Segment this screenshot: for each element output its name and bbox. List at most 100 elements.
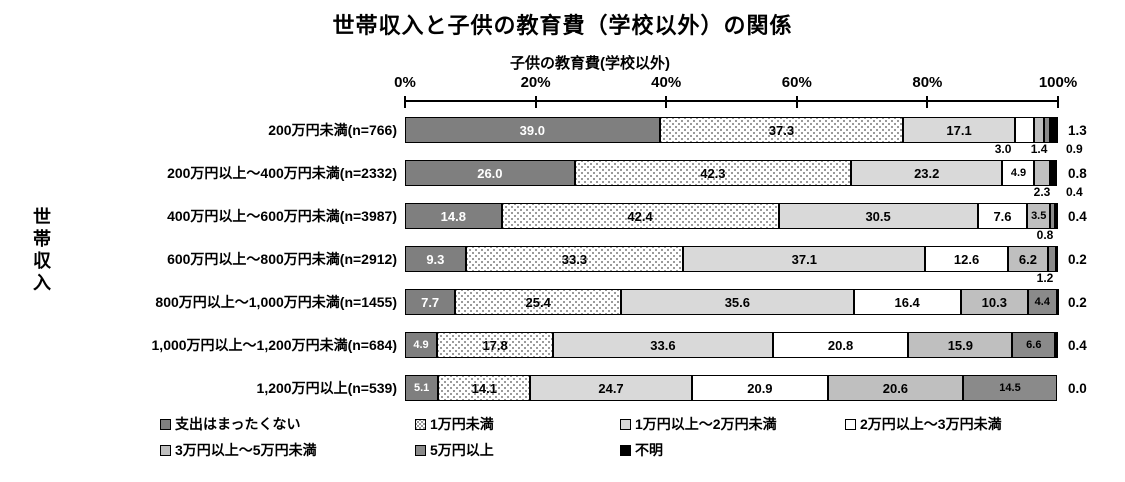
category-label: 200万円以上～400万円未満(n=2332) bbox=[167, 165, 397, 181]
segment-value: 20.6 bbox=[882, 380, 909, 396]
category-label: 800万円以上～1,000万円未満(n=1455) bbox=[155, 294, 397, 310]
legend-label: 1万円以上～2万円未満 bbox=[635, 416, 777, 432]
bar-row: 26.0 42.3 23.2 4.9 2.3 0.4 0.8 bbox=[405, 160, 1087, 199]
bar-segment bbox=[772, 332, 909, 358]
legend-label: 5万円以上 bbox=[430, 442, 494, 458]
segment-value: 5.1 bbox=[414, 382, 430, 394]
bar-segment bbox=[405, 160, 575, 186]
legend-marker-icon bbox=[160, 445, 171, 456]
segment-value: 14.5 bbox=[999, 382, 1021, 394]
segment-value: 42.4 bbox=[627, 208, 653, 224]
category-label: 400万円以上～600万円未満(n=3987) bbox=[167, 208, 397, 224]
segment-value: 9.3 bbox=[426, 251, 445, 267]
segment-value: 30.5 bbox=[865, 208, 891, 224]
bar-segment bbox=[1034, 160, 1050, 186]
segment-value: 20.8 bbox=[827, 337, 854, 353]
segment-value: 33.3 bbox=[561, 251, 588, 267]
segment-value: 6.6 bbox=[1026, 339, 1042, 351]
bar-segment bbox=[405, 203, 502, 229]
legend-label: 1万円未満 bbox=[430, 416, 494, 432]
legend-marker-icon bbox=[415, 419, 426, 430]
segment-value: 20.9 bbox=[747, 380, 773, 396]
x-tick-mark bbox=[665, 96, 668, 108]
legend-item: 5万円以上 bbox=[415, 440, 494, 460]
bar-segment bbox=[436, 332, 554, 358]
bar-row: 5.1 14.1 24.7 20.9 20.6 14.5 0.0 bbox=[405, 375, 1087, 401]
segment-value: 39.0 bbox=[519, 122, 545, 138]
segment-value: 0.8 bbox=[1068, 165, 1087, 181]
bar-segment bbox=[405, 246, 466, 272]
segment-value: 24.7 bbox=[598, 380, 624, 396]
bar-segment bbox=[1034, 117, 1044, 143]
segment-value: 42.3 bbox=[700, 165, 726, 181]
bar-segment bbox=[1049, 117, 1058, 143]
x-axis-line bbox=[405, 100, 1059, 102]
bar-segment bbox=[1002, 160, 1035, 186]
category-label: 1,200万円以上(n=539) bbox=[256, 380, 397, 396]
segment-value: 25.4 bbox=[525, 294, 551, 310]
bar-row: 9.3 33.3 37.1 12.6 6.2 1.2 0.2 bbox=[405, 246, 1087, 285]
bar-segment bbox=[465, 246, 684, 272]
bar-segment bbox=[438, 375, 531, 401]
x-axis-title: 子供の教育費(学校以外) bbox=[510, 55, 670, 72]
segment-value: 16.4 bbox=[894, 294, 920, 310]
legend-item: 1万円以上～2万円未満 bbox=[620, 414, 777, 434]
segment-value: 35.6 bbox=[724, 294, 751, 310]
x-tick-label: 60% bbox=[781, 74, 812, 91]
legend-item: 1万円未満 bbox=[415, 414, 494, 434]
bar-segment bbox=[1014, 117, 1035, 143]
bar-segment bbox=[1048, 246, 1057, 272]
legend-label: 支出はまったくない bbox=[175, 416, 301, 432]
bar-segment bbox=[853, 289, 961, 315]
y-axis-title: 世帯収入 bbox=[31, 207, 51, 295]
segment-value: 4.4 bbox=[1034, 296, 1050, 308]
segment-value: 6.2 bbox=[1018, 251, 1037, 267]
segment-value: 0.4 bbox=[1068, 337, 1087, 353]
segment-value: 7.6 bbox=[993, 208, 1012, 224]
bar-segment bbox=[574, 160, 851, 186]
legend-marker-icon bbox=[160, 419, 171, 430]
legend-item: 不明 bbox=[620, 440, 663, 460]
segment-value: 0.4 bbox=[1066, 185, 1083, 199]
x-tick-label: 0% bbox=[394, 74, 416, 91]
segment-value: 3.5 bbox=[1031, 210, 1047, 222]
segment-value: 0.0 bbox=[1068, 380, 1087, 396]
segment-value: 37.1 bbox=[791, 251, 817, 267]
bar-segment bbox=[455, 289, 622, 315]
bar-segment bbox=[903, 117, 1015, 143]
segment-value: 0.4 bbox=[1068, 208, 1087, 224]
segment-value: 17.8 bbox=[482, 337, 508, 353]
legend-label: 3万円以上～5万円未満 bbox=[175, 442, 317, 458]
legend-marker-icon bbox=[415, 445, 426, 456]
segment-value: 0.2 bbox=[1068, 251, 1087, 267]
x-tick-mark bbox=[534, 96, 537, 108]
bar-segment bbox=[405, 289, 456, 315]
bar-row: 7.7 25.4 35.6 16.4 10.3 4.4 0.2 bbox=[405, 289, 1087, 315]
bar-segment bbox=[405, 332, 437, 358]
bar-segment bbox=[659, 117, 904, 143]
bar-row: 4.9 17.8 33.6 20.8 15.9 6.6 0.4 bbox=[405, 332, 1087, 358]
bar-segment bbox=[828, 375, 963, 401]
bar-segment bbox=[1012, 332, 1056, 358]
bar-segment bbox=[691, 375, 829, 401]
category-label: 1,000万円以上～1,200万円未満(n=684) bbox=[151, 337, 397, 353]
x-tick-mark bbox=[795, 96, 798, 108]
segment-value: 10.3 bbox=[981, 294, 1007, 310]
bar-segment bbox=[1049, 160, 1053, 186]
segment-value: 33.6 bbox=[650, 337, 676, 353]
segment-value: 26.0 bbox=[477, 165, 503, 181]
bar-segment bbox=[1007, 246, 1049, 272]
legend-item: 2万円以上～3万円未満 bbox=[845, 414, 1002, 434]
legend-marker-icon bbox=[620, 419, 631, 430]
x-tick-mark bbox=[404, 96, 406, 108]
bar-segment bbox=[850, 160, 1003, 186]
x-tick-label: 100% bbox=[1038, 74, 1078, 91]
segment-value: 0.9 bbox=[1066, 142, 1083, 156]
chart-title: 世帯収入と子供の教育費（学校以外）の関係 bbox=[332, 13, 793, 38]
segment-value: 3.0 bbox=[994, 142, 1012, 156]
bar-segment bbox=[977, 203, 1028, 229]
segment-value: 1.3 bbox=[1068, 122, 1087, 138]
segment-value: 7.7 bbox=[421, 294, 440, 310]
bar-segment bbox=[530, 375, 692, 401]
